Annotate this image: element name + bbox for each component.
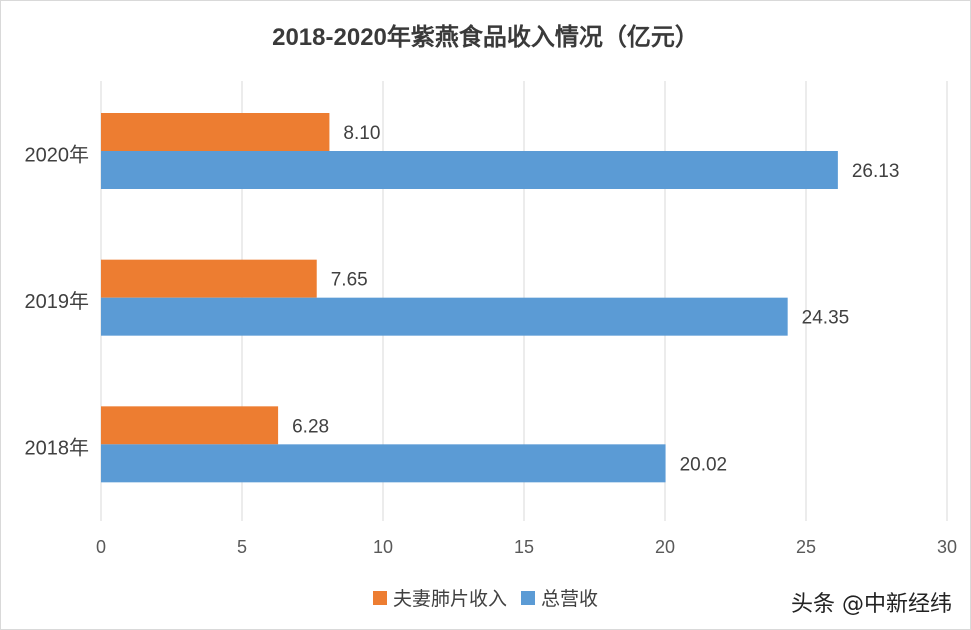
x-tick-label-3: 15 bbox=[514, 537, 534, 557]
legend-swatch-series-1 bbox=[521, 590, 535, 605]
data-label-series-1-0: 26.13 bbox=[852, 161, 900, 182]
legend-label-series-1: 总营收 bbox=[541, 589, 599, 610]
data-label-series-0-1: 7.65 bbox=[331, 270, 368, 291]
legend-item-series-0[interactable]: 夫妻肺片收入 bbox=[372, 584, 507, 611]
data-label-series-1-1: 24.35 bbox=[802, 308, 850, 329]
bar-series-1-0 bbox=[101, 151, 838, 189]
x-tick-label-2: 10 bbox=[373, 537, 393, 557]
bar-series-1-1 bbox=[101, 297, 788, 336]
chart-title: 2018-2020年紫燕食品收入情况（亿元） bbox=[272, 24, 699, 51]
x-tick-label-1: 5 bbox=[237, 537, 247, 557]
source-credit: 头条 @中新经纬 bbox=[791, 592, 952, 617]
bar-series-0-1 bbox=[101, 259, 317, 298]
x-tick-label-4: 20 bbox=[655, 537, 675, 557]
legend-swatch-series-0 bbox=[372, 590, 387, 605]
bar-series-1-2 bbox=[101, 444, 666, 483]
data-label-series-0-2: 6.28 bbox=[292, 416, 329, 437]
category-label-2: 2018年 bbox=[25, 437, 90, 460]
legend: 夫妻肺片收入 总营收 bbox=[1, 584, 970, 611]
legend-label-series-0: 夫妻肺片收入 bbox=[392, 589, 507, 610]
x-tick-label-5: 25 bbox=[796, 537, 816, 557]
bar-series-0-2 bbox=[101, 406, 279, 445]
category-label-1: 2019年 bbox=[25, 290, 90, 313]
data-label-series-0-0: 8.10 bbox=[343, 123, 380, 144]
x-tick-label-6: 30 bbox=[937, 537, 957, 557]
bar-series-0-0 bbox=[101, 113, 330, 151]
x-tick-label-0: 0 bbox=[96, 537, 106, 557]
legend-item-series-1[interactable]: 总营收 bbox=[521, 584, 598, 611]
category-label-0: 2020年 bbox=[25, 143, 90, 166]
data-label-series-1-2: 20.02 bbox=[680, 454, 728, 475]
